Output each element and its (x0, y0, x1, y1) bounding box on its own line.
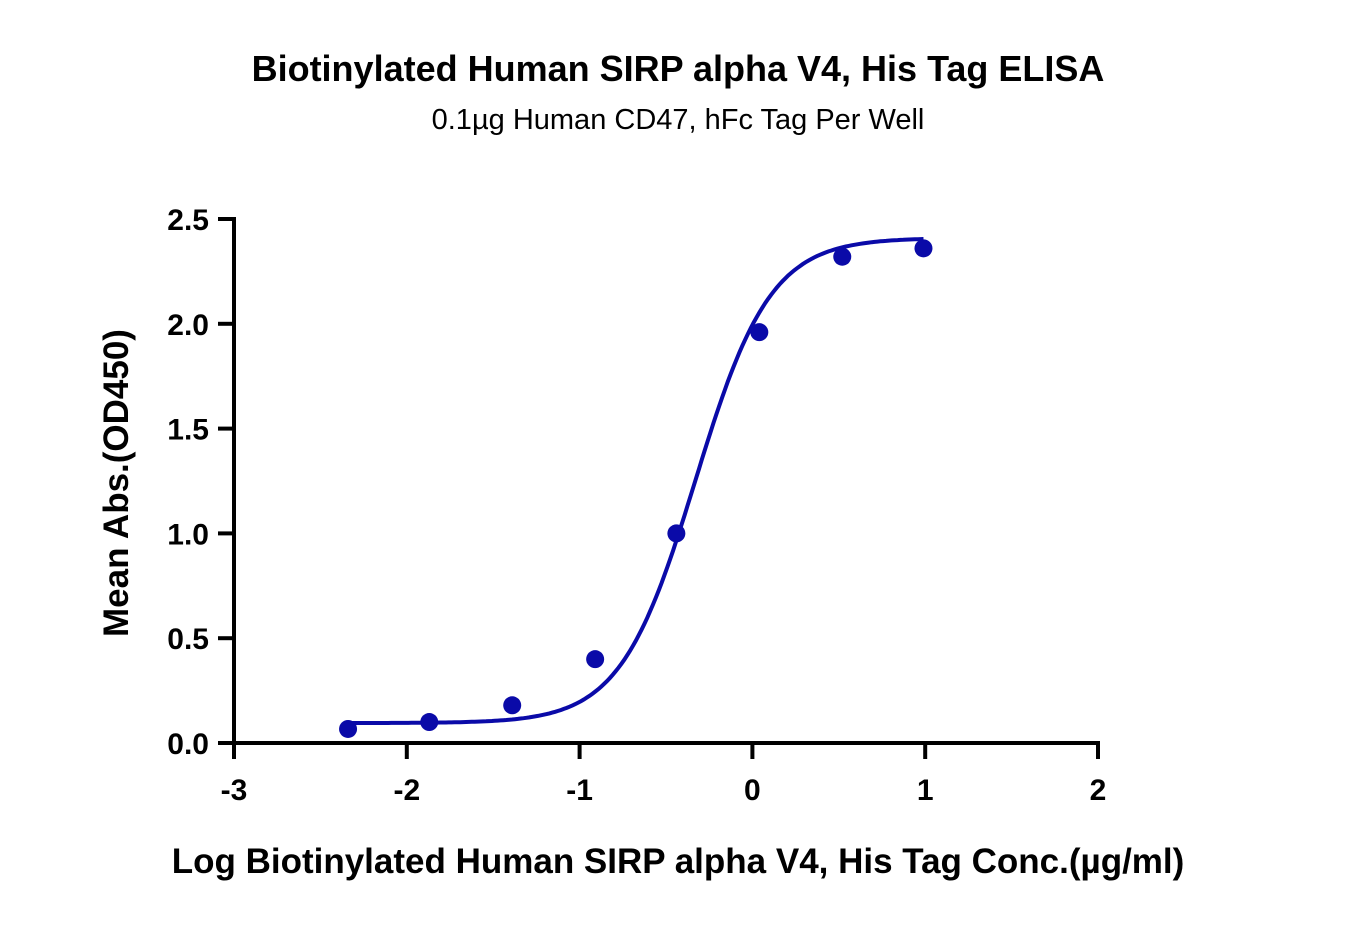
y-tick-label: 1.0 (167, 518, 209, 551)
fit-curve (348, 237, 924, 725)
y-tick-label: 2.0 (167, 309, 209, 342)
x-tick-label: 2 (1090, 774, 1107, 807)
axes: -3 -2 -1 0 1 2 0.0 0.5 1.0 1.5 2.0 2.5 (167, 204, 1106, 807)
data-point (420, 713, 439, 732)
data-point (586, 650, 605, 669)
data-point (914, 239, 933, 258)
y-tick-label: 1.5 (167, 414, 209, 447)
data-points (339, 239, 933, 738)
data-point (667, 524, 686, 543)
x-axis-label: Log Biotinylated Human SIRP alpha V4, Hi… (171, 842, 1185, 881)
x-tick-label: 1 (917, 774, 934, 807)
data-point (503, 696, 522, 715)
y-tick-label: 0.0 (167, 728, 209, 761)
data-point (750, 323, 769, 342)
x-tick-label: 0 (744, 774, 761, 807)
data-point (339, 719, 358, 738)
x-tick-label: -3 (221, 774, 248, 807)
chart-title: Biotinylated Human SIRP alpha V4, His Ta… (251, 48, 1105, 89)
fit-curve-path (348, 237, 924, 725)
data-point (833, 247, 852, 266)
chart-subtitle: 0.1µg Human CD47, hFc Tag Per Well (431, 104, 925, 136)
x-tick-label: -1 (566, 774, 593, 807)
y-tick-label: 0.5 (167, 623, 209, 656)
x-tick-label: -2 (393, 774, 420, 807)
y-tick-label: 2.5 (167, 204, 209, 237)
